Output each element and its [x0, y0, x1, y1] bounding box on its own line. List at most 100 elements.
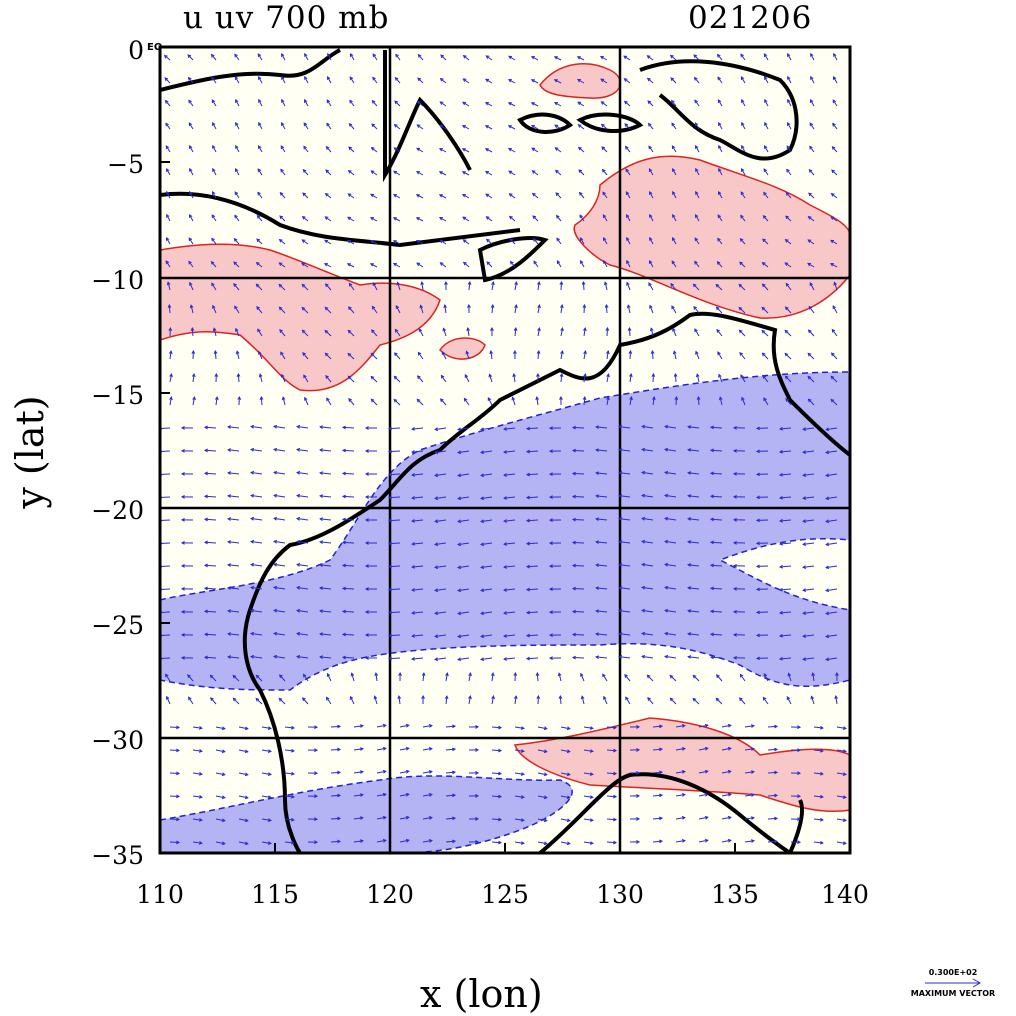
axis-ticks [159, 161, 851, 853]
wind-vector-head [341, 517, 346, 522]
wind-vector [628, 327, 631, 337]
wind-vector [767, 794, 778, 797]
wind-vector-head [457, 611, 462, 616]
wind-vector [422, 771, 432, 774]
wind-vector [649, 214, 654, 222]
wind-vector-head [341, 655, 346, 660]
wind-vector-head [646, 77, 651, 82]
wind-vector-head [480, 496, 485, 501]
wind-vector-head [532, 237, 537, 242]
wind-vector-head [687, 471, 692, 475]
wind-vector-head [508, 193, 513, 197]
wind-vector-head [452, 816, 457, 821]
wind-vector [710, 495, 723, 498]
wind-vector [642, 471, 654, 475]
wind-vector [785, 239, 792, 245]
wind-vector-head [203, 425, 208, 430]
wind-vector-head [579, 237, 584, 242]
wind-vector [744, 794, 754, 797]
wind-vector [688, 426, 700, 429]
wind-vector-head [382, 838, 387, 843]
wind-vector [560, 281, 562, 291]
wind-vector-head [176, 817, 181, 822]
wind-vector-head [279, 215, 284, 220]
wind-vector [826, 473, 838, 477]
wind-vector-head [687, 448, 692, 452]
vector-key-magnitude: 0.300E+02 [928, 968, 978, 977]
wind-vector-head [774, 770, 779, 775]
wind-vector-head [693, 54, 698, 59]
wind-vector-head [319, 425, 324, 430]
wind-vector-head [647, 100, 652, 105]
wind-vector-head [250, 447, 255, 452]
wind-vector-head [164, 77, 169, 82]
wind-vector [583, 351, 586, 360]
wind-vector [371, 170, 378, 176]
wind-vector-head [325, 374, 329, 379]
wind-vector-head [520, 726, 525, 730]
y-tick-label: −10 [91, 266, 144, 295]
wind-vector-head [203, 517, 208, 522]
wind-vector-head [692, 674, 697, 679]
wind-vector-head [180, 656, 185, 660]
wind-vector-head [530, 124, 535, 129]
wind-vector [606, 749, 617, 752]
wind-vector-head [214, 396, 219, 401]
wind-vector [215, 841, 225, 845]
wind-vector-head [411, 610, 416, 615]
wind-vector-head [718, 121, 722, 126]
wind-vector-head [411, 587, 416, 592]
wind-vector-head [566, 749, 571, 754]
wind-vector [325, 352, 332, 360]
wind-vector-head [278, 238, 283, 243]
wind-vector-head [189, 304, 194, 309]
wind-vector [490, 351, 493, 360]
wind-vector [279, 262, 286, 268]
wind-vector-head [324, 192, 329, 197]
wind-vector-head [583, 373, 587, 378]
wind-vector-head [559, 372, 564, 377]
wind-vector [624, 78, 631, 84]
wind-vector [342, 564, 355, 567]
wind-vector-head [442, 327, 447, 332]
y-tick-label: −5 [107, 150, 144, 179]
wind-vector-head [716, 261, 721, 265]
wind-vector-head [485, 78, 490, 83]
wind-vector-head [326, 75, 331, 80]
wind-vector-head [732, 586, 737, 591]
wind-vector-head [359, 839, 364, 843]
wind-vector-head [664, 447, 669, 452]
wind-vector-head [659, 839, 664, 844]
wind-vector [320, 472, 332, 475]
wind-vector-head [188, 99, 192, 104]
wind-vector-head [740, 53, 744, 58]
wind-vector-head [583, 350, 587, 355]
wind-vector-head [382, 746, 387, 751]
wind-vector [462, 171, 470, 176]
wind-vector [836, 749, 846, 752]
wind-vector [596, 633, 608, 636]
wind-vector-head [664, 585, 669, 590]
wind-vector [435, 519, 447, 522]
wind-vector [531, 79, 539, 84]
wind-vector-head [576, 78, 581, 83]
wind-vector [583, 841, 593, 844]
wind-vector-head [741, 144, 745, 149]
wind-vector [532, 170, 539, 176]
coastline [160, 48, 850, 853]
wind-vector [554, 56, 562, 61]
wind-vector [169, 841, 180, 843]
wind-vector-head [761, 352, 766, 357]
wind-vector-head [212, 327, 217, 332]
wind-vector [284, 818, 294, 821]
wind-vector [762, 262, 769, 268]
wind-vector [463, 55, 470, 61]
wind-vector-head [763, 53, 768, 58]
wind-vector [320, 564, 332, 567]
wind-vector [297, 587, 309, 590]
wind-vector-head [732, 425, 737, 430]
wind-vector-head [623, 78, 628, 82]
wind-vector [583, 374, 586, 383]
wind-vector [435, 473, 447, 476]
wind-vector [284, 772, 294, 775]
